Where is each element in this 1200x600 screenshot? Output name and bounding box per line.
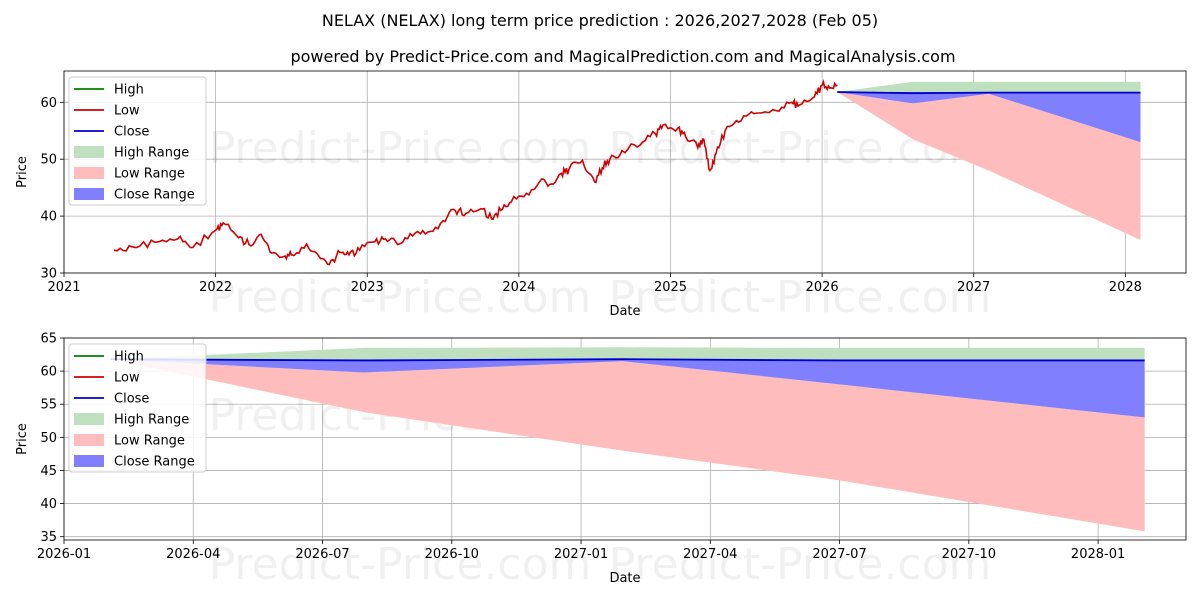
- y-axis-label: Price: [15, 156, 30, 188]
- y-tick-label: 40: [40, 497, 57, 512]
- x-tick-label: 2028: [1109, 280, 1142, 295]
- x-tick-label: 2028-01: [1071, 547, 1125, 562]
- y-tick-label: 50: [40, 431, 57, 446]
- x-tick-label: 2026-07: [295, 547, 349, 562]
- axes-frame: [63, 337, 1187, 541]
- low-range-band: [837, 92, 1141, 240]
- watermark: Predict-Price.com: [209, 539, 592, 590]
- close-range-band: [837, 92, 1141, 143]
- watermark: Predict-Price.com: [609, 272, 992, 323]
- close-forecast-line: [110, 358, 1145, 362]
- y-tick-label: 55: [40, 398, 57, 413]
- x-tick-label: 2021: [47, 280, 80, 295]
- y-tick-label: 65: [40, 332, 57, 347]
- y-tick-label: 35: [40, 530, 57, 545]
- legend-close-range-swatch: [74, 188, 104, 200]
- low-price-line: [113, 79, 838, 266]
- chart-title: NELAX (NELAX) long term price prediction…: [322, 11, 878, 30]
- watermark: Predict-Price.com: [209, 123, 592, 174]
- x-tick-label: 2026-01: [37, 547, 91, 562]
- legend-low-range-label: Low Range: [114, 434, 185, 449]
- y-tick-label: 40: [40, 210, 57, 225]
- legend-close-range-label: Close Range: [114, 455, 195, 470]
- legend-close-label: Close: [114, 125, 149, 140]
- y-tick-label: 50: [40, 153, 57, 168]
- legend-high-range-label: High Range: [114, 413, 189, 428]
- y-tick-label: 60: [40, 365, 57, 380]
- legend-low-range-swatch: [74, 167, 104, 179]
- bottom-panel: 2026-01 2026-04 2026-07 2026-10 2027-01 2027-…: [15, 332, 1187, 590]
- x-tick-label: 2027-04: [683, 547, 737, 562]
- legend-high-range-swatch: [74, 146, 104, 158]
- x-tick-label: 2026-10: [425, 547, 479, 562]
- legend-low-label: Low: [114, 371, 140, 386]
- y-tick-label: 30: [40, 267, 57, 282]
- legend-close-label: Close: [114, 392, 149, 407]
- x-tick-label: 2022: [199, 280, 232, 295]
- x-tick-label: 2027-10: [942, 547, 996, 562]
- legend-close-range-label: Close Range: [114, 188, 195, 203]
- legend-low-range-swatch: [74, 434, 104, 446]
- x-tick-label: 2027: [957, 280, 990, 295]
- legend-high-range-swatch: [74, 413, 104, 425]
- watermark: Predict-Price.com: [209, 272, 592, 323]
- legend-close-range-swatch: [74, 455, 104, 467]
- x-tick-label: 2024: [502, 280, 535, 295]
- low-range-band: [110, 359, 1145, 532]
- x-tick-label: 2027-01: [554, 547, 608, 562]
- plot-area: [110, 347, 1145, 532]
- legend-high-label: High: [114, 83, 144, 98]
- y-tick-label: 60: [40, 96, 57, 111]
- legend-high-label: High: [114, 350, 144, 365]
- close-forecast-line: [837, 91, 1141, 95]
- chart-subtitle: powered by Predict-Price.com and Magical…: [290, 47, 955, 66]
- x-tick-label: 2023: [351, 280, 384, 295]
- y-tick-label: 45: [40, 464, 57, 479]
- legend-low-label: Low: [114, 104, 140, 119]
- x-tick-label: 2026: [806, 280, 839, 295]
- close-range-band: [110, 359, 1145, 418]
- plot-area: [113, 79, 1141, 266]
- legend-high-range-label: High Range: [114, 146, 189, 161]
- axes-frame: [63, 70, 1187, 274]
- top-panel: 2021 2022 2023 2024 2025 2026 2027 2028 30 40 50 60…: [15, 70, 1187, 323]
- x-tick-label: 2027-07: [812, 547, 866, 562]
- x-tick-label: 2026-04: [166, 547, 220, 562]
- x-axis-label: Date: [609, 571, 640, 586]
- y-axis-label: Price: [15, 423, 30, 455]
- watermark: Predict-Price.com: [609, 539, 992, 590]
- x-tick-label: 2025: [654, 280, 687, 295]
- x-axis-label: Date: [609, 304, 640, 319]
- legend-low-range-label: Low Range: [114, 167, 185, 182]
